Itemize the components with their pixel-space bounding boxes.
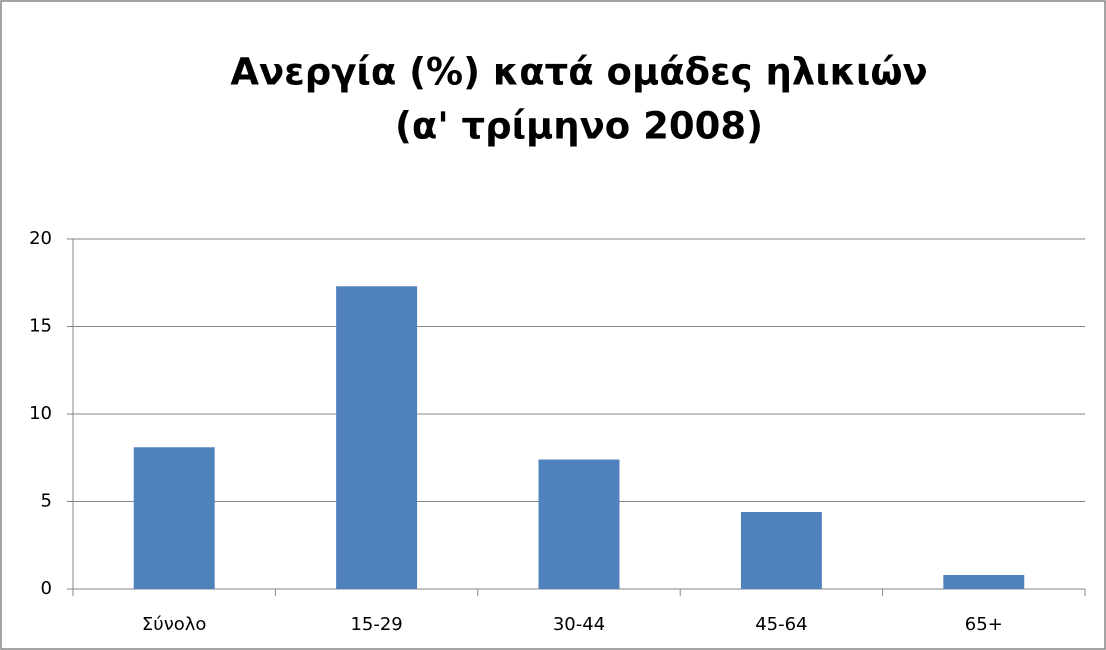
y-tick-label: 20 [29, 228, 52, 249]
x-tick-label: 65+ [965, 614, 1003, 635]
y-tick-label: 5 [41, 491, 52, 512]
y-tick-label: 10 [29, 403, 52, 424]
x-tick-label: 15-29 [350, 614, 402, 635]
bar [740, 512, 822, 589]
y-tick-label: 0 [41, 578, 52, 599]
bar [943, 575, 1025, 589]
x-tick-label: 45-64 [755, 614, 807, 635]
bar [336, 286, 418, 589]
bar [133, 447, 215, 589]
x-tick-label: 30-44 [553, 614, 605, 635]
chart-title: (α' τρίμηνο 2008) [395, 105, 763, 148]
chart-title: Ανεργία (%) κατά ομάδες ηλικιών [230, 51, 927, 94]
x-tick-label: Σύνολο [142, 614, 207, 635]
bar [538, 459, 620, 589]
y-tick-label: 15 [29, 316, 52, 337]
